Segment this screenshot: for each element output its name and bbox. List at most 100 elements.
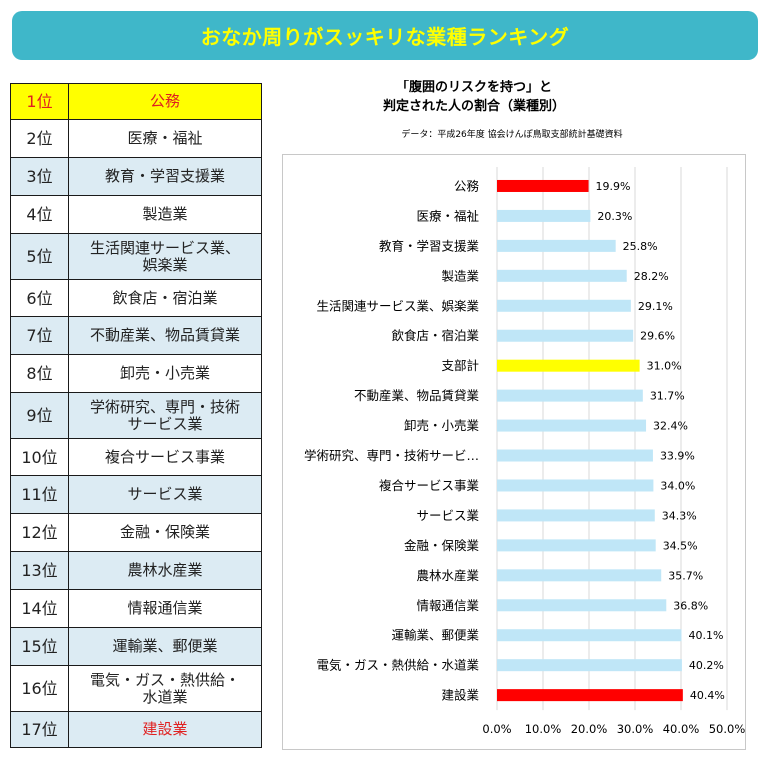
data-label: 25.8% [623, 240, 658, 253]
data-label: 36.8% [673, 599, 708, 612]
data-label: 19.9% [596, 180, 631, 193]
table-row: 16位 電気・ガス・熱供給・ 水道業 [10, 665, 262, 712]
industry-cell: 教育・学習支援業 [68, 157, 262, 196]
table-row: 5位 生活関連サービス業、 娯楽業 [10, 233, 262, 280]
data-label: 34.5% [663, 539, 698, 552]
data-label: 32.4% [653, 420, 688, 433]
table-row: 11位 サービス業 [10, 475, 262, 514]
data-label: 31.0% [647, 360, 682, 373]
rank-cell: 4位 [10, 195, 69, 234]
banner-title: おなか周りがスッキリな業種ランキング [200, 25, 570, 49]
category-label: 金融・保険業 [404, 538, 480, 553]
chart-subtitle: データ：平成26年度 協会けんぽ鳥取支部統計基礎資料 [401, 128, 622, 140]
rank-cell: 13位 [10, 551, 69, 590]
x-tick-label: 50.0% [709, 722, 745, 736]
category-label: 建設業 [441, 688, 479, 703]
bar [497, 569, 662, 582]
data-label: 29.1% [638, 300, 673, 313]
industry-cell: 飲食店・宿泊業 [68, 279, 262, 317]
table-row: 12位 金融・保険業 [10, 513, 262, 552]
data-label: 40.1% [688, 629, 723, 642]
bar [497, 269, 627, 282]
data-label: 34.3% [662, 509, 697, 522]
table-row: 7位 不動産業、物品賃貸業 [10, 316, 262, 355]
table-row: 17位 建設業 [10, 711, 262, 748]
table-row: 13位 農林水産業 [10, 551, 262, 590]
bar [497, 659, 682, 672]
category-label: 運輸業、郵便業 [391, 628, 479, 643]
industry-cell: 生活関連サービス業、 娯楽業 [68, 233, 262, 280]
bar [497, 449, 653, 462]
rank-cell: 8位 [10, 354, 69, 393]
rank-cell: 6位 [10, 279, 69, 317]
table-row: 1位 公務 [10, 83, 262, 120]
category-label: 教育・学習支援業 [379, 238, 480, 253]
category-label: 公務 [454, 178, 480, 193]
data-label: 34.0% [660, 479, 695, 492]
data-label: 29.6% [640, 330, 675, 343]
bar [497, 539, 656, 552]
industry-cell: 電気・ガス・熱供給・ 水道業 [68, 665, 262, 712]
table-row: 8位 卸売・小売業 [10, 354, 262, 393]
x-tick-label: 40.0% [663, 722, 700, 736]
bar [497, 389, 643, 402]
x-tick-label: 20.0% [571, 722, 608, 736]
data-label: 31.7% [650, 390, 685, 403]
data-label: 35.7% [668, 569, 703, 582]
category-label: サービス業 [416, 508, 479, 523]
bar [497, 179, 589, 192]
category-label: 電気・ガス・熱供給・水道業 [316, 658, 479, 673]
bar [497, 599, 667, 612]
rank-cell: 12位 [10, 513, 69, 552]
data-label: 40.4% [690, 689, 725, 702]
x-tick-label: 30.0% [617, 722, 654, 736]
bar [497, 479, 654, 492]
category-label: 学術研究、専門・技術サービ… [304, 448, 479, 463]
table-row: 3位 教育・学習支援業 [10, 157, 262, 196]
category-label: 製造業 [441, 268, 479, 283]
data-label: 20.3% [597, 210, 632, 223]
bar [497, 629, 682, 642]
bar [497, 209, 591, 222]
bar [497, 419, 647, 432]
rank-cell: 10位 [10, 438, 69, 476]
rank-cell: 15位 [10, 627, 69, 666]
rank-cell: 11位 [10, 475, 69, 514]
industry-cell: 運輸業、郵便業 [68, 627, 262, 666]
x-tick-label: 10.0% [525, 722, 562, 736]
industry-cell: 建設業 [68, 711, 262, 748]
chart-frame: 0.0% 10.0% 20.0% 30.0% 40.0% 50.0% 公務 19.9% 医療・福… [282, 154, 746, 750]
bar [497, 329, 634, 342]
industry-cell: 複合サービス事業 [68, 438, 262, 476]
industry-cell: 農林水産業 [68, 551, 262, 590]
category-label: 情報通信業 [416, 598, 479, 613]
rank-cell: 14位 [10, 589, 69, 628]
table-row: 2位 医療・福祉 [10, 119, 262, 158]
table-row: 6位 飲食店・宿泊業 [10, 279, 262, 317]
industry-cell: サービス業 [68, 475, 262, 514]
bar [497, 359, 640, 372]
rank-cell: 2位 [10, 119, 69, 158]
bar [497, 509, 655, 522]
bar-chart: 0.0% 10.0% 20.0% 30.0% 40.0% 50.0% 公務 19.9% 医療・福… [304, 167, 745, 736]
category-label: 飲食店・宿泊業 [391, 328, 479, 343]
data-label: 40.2% [689, 659, 724, 672]
x-tick-label: 0.0% [482, 722, 511, 736]
category-label: 支部計 [441, 358, 479, 373]
industry-cell: 学術研究、専門・技術 サービス業 [68, 392, 262, 439]
industry-cell: 不動産業、物品賃貸業 [68, 316, 262, 355]
title-banner: おなか周りがスッキリな業種ランキング [12, 11, 758, 60]
table-row: 10位 複合サービス事業 [10, 438, 262, 476]
rank-cell: 3位 [10, 157, 69, 196]
category-label: 不動産業、物品賃貸業 [354, 388, 480, 403]
category-label: 農林水産業 [416, 568, 479, 583]
rank-cell: 7位 [10, 316, 69, 355]
table-row: 9位 学術研究、専門・技術 サービス業 [10, 392, 262, 439]
chart-title-line-1: 「腹囲のリスクを持つ」と [396, 80, 552, 95]
industry-cell: 情報通信業 [68, 589, 262, 628]
chart-header: 「腹囲のリスクを持つ」と 判定された人の割合（業種別） データ：平成26年度 協… [383, 80, 623, 140]
bar [497, 689, 683, 702]
industry-cell: 医療・福祉 [68, 119, 262, 158]
industry-cell: 金融・保険業 [68, 513, 262, 552]
data-label: 33.9% [660, 450, 695, 463]
